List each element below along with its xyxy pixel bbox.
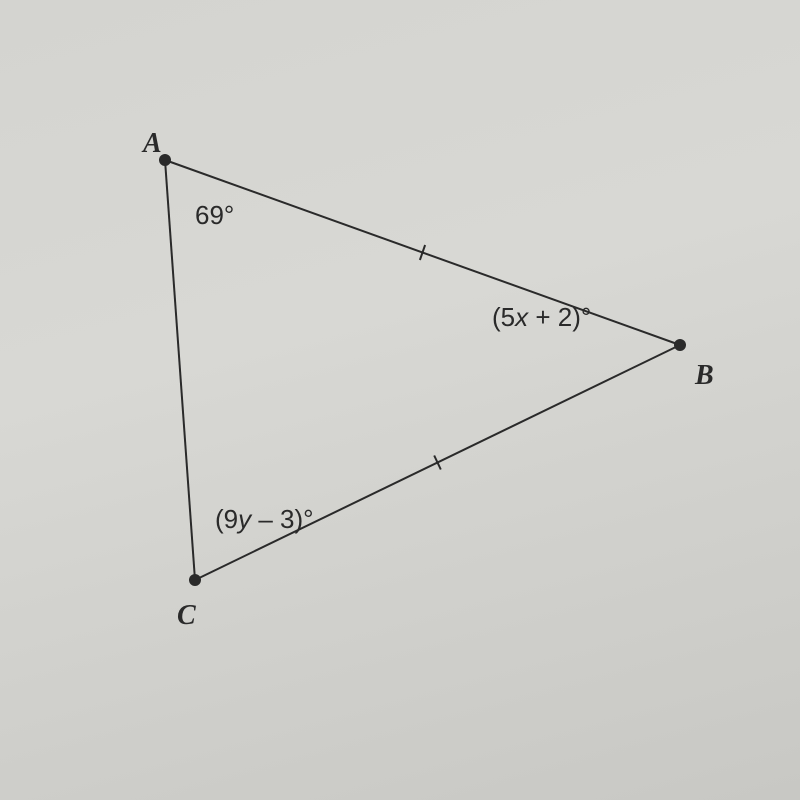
- vertex-a-label: A: [143, 128, 162, 160]
- angle-a-label: 69°: [195, 200, 234, 231]
- vertex-c-dot: [189, 574, 201, 586]
- angle-b-text: (5x + 2)°: [492, 302, 591, 332]
- angle-c-label: (9y – 3)°: [215, 504, 314, 535]
- tick-bc: [434, 456, 441, 470]
- vertex-b-label: B: [695, 360, 714, 392]
- angle-b-label: (5x + 2)°: [492, 302, 591, 333]
- vertex-c-label: C: [177, 600, 196, 632]
- triangle-svg: [0, 0, 800, 800]
- edge-ac: [165, 160, 195, 580]
- diagram-container: A B C 69° (5x + 2)° (9y – 3)°: [0, 0, 800, 800]
- angle-c-text: (9y – 3)°: [215, 504, 314, 534]
- vertex-b-dot: [674, 339, 686, 351]
